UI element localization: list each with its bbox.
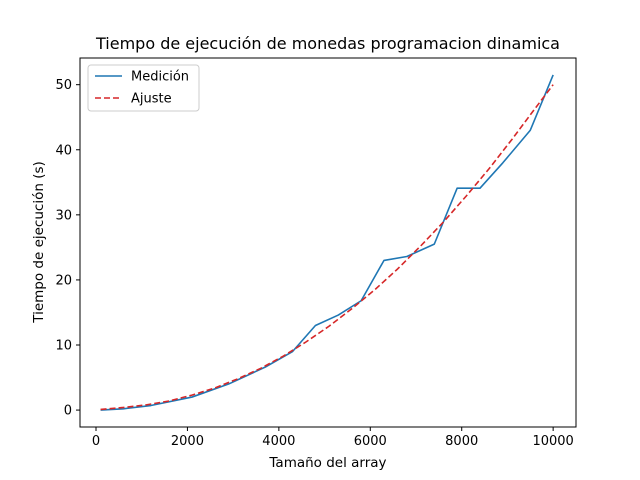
x-tick-label: 10000 bbox=[532, 434, 573, 449]
y-axis-title: Tiempo de ejecución (s) bbox=[31, 161, 47, 324]
plot-area: 0 2000 4000 6000 8000 10000 0 10 20 30 40 50 bbox=[55, 57, 577, 449]
x-axis-title: Tamaño del array bbox=[268, 455, 386, 471]
axes-frame bbox=[79, 57, 577, 428]
y-tick-label: 0 bbox=[64, 404, 72, 419]
x-tick-label: 8000 bbox=[445, 434, 478, 449]
legend: Medición Ajuste bbox=[87, 64, 200, 112]
y-tick-label: 10 bbox=[55, 339, 72, 354]
series-line-medicion bbox=[100, 74, 554, 411]
x-tick-label: 6000 bbox=[354, 434, 387, 449]
chart-title: Tiempo de ejecución de monedas programac… bbox=[95, 34, 560, 53]
legend-label: Medición bbox=[131, 70, 189, 85]
y-tick-label: 40 bbox=[55, 143, 72, 158]
series-line-ajuste bbox=[100, 84, 554, 411]
legend-label: Ajuste bbox=[131, 92, 172, 107]
x-tick-label: 2000 bbox=[171, 434, 204, 449]
y-tick-label: 20 bbox=[55, 273, 72, 288]
x-tick-label: 4000 bbox=[262, 434, 295, 449]
y-tick-label: 50 bbox=[55, 78, 72, 93]
x-tick-label: 0 bbox=[92, 434, 100, 449]
y-tick-label: 30 bbox=[55, 208, 72, 223]
